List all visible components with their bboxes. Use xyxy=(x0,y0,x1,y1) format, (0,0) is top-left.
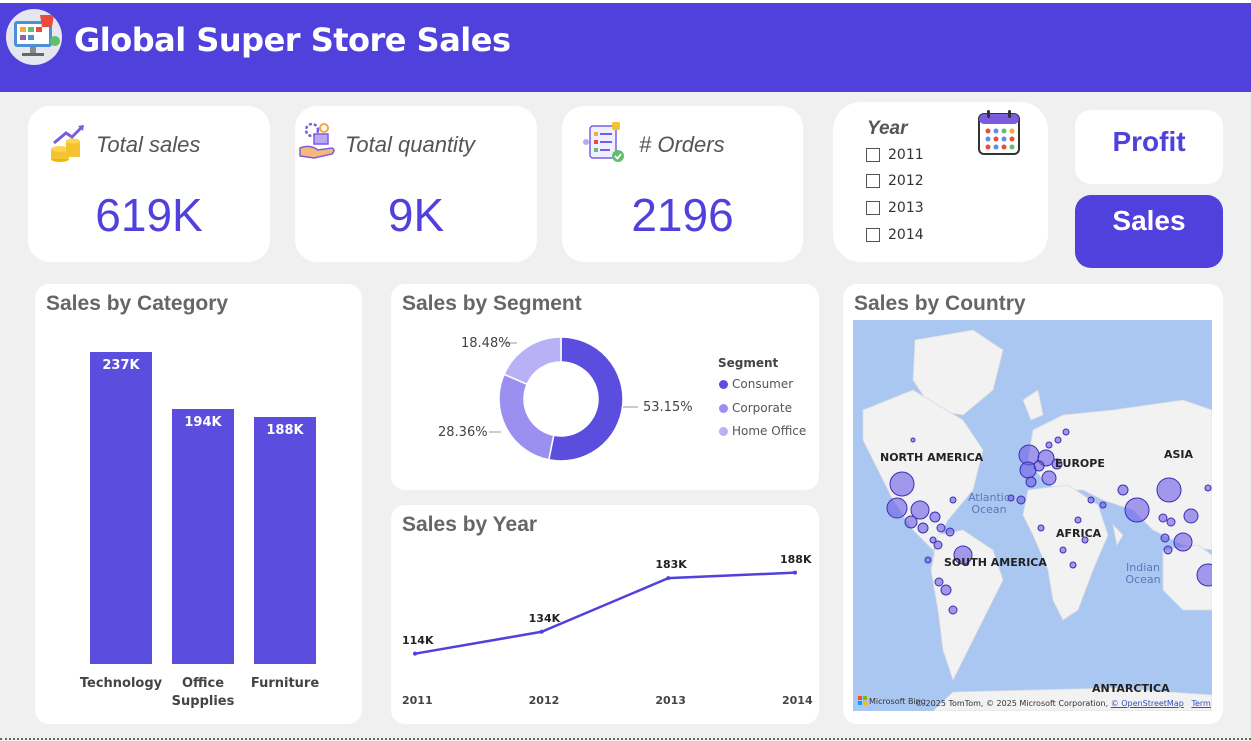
terms-link[interactable]: Terms xyxy=(1191,699,1211,708)
kpi-value: 619K xyxy=(95,189,203,241)
bar-value-label: 237K xyxy=(102,358,140,373)
checkbox[interactable] xyxy=(866,148,880,162)
kpi-card-orders: # Orders 2196 xyxy=(562,106,803,262)
sales-by-country-panel: Sales by Country xyxy=(843,284,1223,724)
coins-growth-icon xyxy=(48,123,88,165)
map-label-asia: ASIA xyxy=(1164,448,1194,461)
year-slicer-title: Year xyxy=(867,118,908,139)
map-label-antarctica: ANTARCTICA xyxy=(1092,682,1170,695)
legend-item-corporate[interactable]: Corporate xyxy=(719,401,792,415)
bing-logo-icon xyxy=(858,696,867,705)
year-axis-label: 2012 xyxy=(528,694,560,707)
map-canvas xyxy=(858,329,1212,711)
line-point[interactable] xyxy=(793,570,797,575)
map-label-indian-ocean: Indian Ocean xyxy=(1125,561,1161,586)
map-label-europe: EUROPE xyxy=(1055,457,1105,470)
map-label-south-america: SOUTH AMERICA xyxy=(944,556,1047,569)
line-point[interactable] xyxy=(539,629,544,634)
segment-percent-label: 18.48% xyxy=(461,336,511,351)
sales-by-year-panel: Sales by Year 114K 2011 134K 2012 183K 2013 18… xyxy=(391,505,819,724)
sales-line[interactable] xyxy=(414,571,796,655)
page-bottom-divider xyxy=(0,738,1251,740)
map-label-north-america: NORTH AMERICA xyxy=(880,451,984,464)
calendar-icon xyxy=(977,108,1021,156)
donut-slice-home-office[interactable] xyxy=(503,336,562,386)
kpi-value: 9K xyxy=(387,189,445,241)
year-line-chart xyxy=(413,570,797,656)
legend-dot xyxy=(719,379,728,389)
kpi-label: Total quantity xyxy=(345,132,476,157)
kpi-value: 2196 xyxy=(631,189,734,241)
world-map[interactable]: NORTH AMERICA EUROPE ASIA AFRICA SOUTH A… xyxy=(853,320,1212,711)
kpi-card-total-quantity: Total quantity 9K xyxy=(295,106,537,262)
hand-gears-icon xyxy=(298,120,338,162)
panel-title: Sales by Segment xyxy=(402,292,582,315)
segment-donut-chart xyxy=(489,336,638,462)
legend-item-home-office[interactable]: Home Office xyxy=(719,424,806,438)
line-point[interactable] xyxy=(666,576,671,581)
category-axis-label: Technology xyxy=(79,676,163,691)
year-option-2011[interactable]: 2011 xyxy=(866,147,924,163)
segment-percent-label: 53.15% xyxy=(643,400,693,415)
bar-value-label: 194K xyxy=(184,415,222,430)
legend-dot xyxy=(719,426,728,436)
bing-brand: Microsoft Bing xyxy=(869,697,926,706)
map-label-atlantic-ocean: Atlantic Ocean xyxy=(968,491,1010,516)
panel-title: Sales by Year xyxy=(402,513,538,536)
sales-by-category-panel: Sales by Category 237K Technology 194K Offi… xyxy=(35,284,362,724)
line-point[interactable] xyxy=(413,651,417,656)
profit-button[interactable]: Profit xyxy=(1075,110,1223,184)
checkbox[interactable] xyxy=(866,174,880,188)
checkbox[interactable] xyxy=(866,228,880,242)
bar-value-label: 188K xyxy=(266,423,304,438)
page-title: Global Super Store Sales xyxy=(74,21,511,59)
donut-slice-corporate[interactable] xyxy=(498,373,555,461)
bar-furniture[interactable] xyxy=(254,417,316,664)
year-option-2014[interactable]: 2014 xyxy=(866,227,924,243)
kpi-label: # Orders xyxy=(639,132,725,157)
year-axis-label: 2013 xyxy=(655,694,686,707)
category-axis-label: Office Supplies xyxy=(171,676,235,709)
checkbox[interactable] xyxy=(866,201,880,215)
segment-percent-label: 28.36% xyxy=(438,425,488,440)
sales-by-segment-panel: Sales by Segment Segment Consumer Corpor… xyxy=(391,284,819,490)
bar-office-supplies[interactable] xyxy=(172,409,234,664)
year-axis-label: 2014 xyxy=(782,694,813,707)
kpi-label: Total sales xyxy=(96,132,201,157)
line-value-label: 183K xyxy=(655,558,687,572)
year-axis-label: 2011 xyxy=(402,694,433,707)
year-option-2013[interactable]: 2013 xyxy=(866,200,924,216)
panel-title: Sales by Country xyxy=(854,292,1026,315)
map-attribution: © 2025 TomTom, © 2025 Microsoft Corporat… xyxy=(915,699,1211,708)
bar-technology[interactable] xyxy=(90,352,152,664)
legend-dot xyxy=(719,403,728,413)
header-bar: Global Super Store Sales xyxy=(0,0,1251,92)
line-value-label: 188K xyxy=(780,552,812,566)
legend-title: Segment xyxy=(718,356,779,370)
year-slicer: Year 2011 2012 2013 2014 xyxy=(833,102,1048,262)
map-label-africa: AFRICA xyxy=(1056,527,1102,540)
category-axis-label: Furniture xyxy=(250,676,320,691)
line-value-label: 134K xyxy=(528,611,561,625)
year-option-2012[interactable]: 2012 xyxy=(866,173,924,189)
openstreetmap-link[interactable]: © OpenStreetMap xyxy=(1110,699,1184,708)
sales-button[interactable]: Sales xyxy=(1075,195,1223,268)
legend-item-consumer[interactable]: Consumer xyxy=(719,377,793,391)
store-logo-icon xyxy=(6,9,62,65)
panel-title: Sales by Category xyxy=(46,292,229,315)
donut-slice-consumer[interactable] xyxy=(547,336,624,462)
line-value-label: 114K xyxy=(402,633,434,647)
clipboard-checklist-icon xyxy=(582,120,628,162)
kpi-card-total-sales: Total sales 619K xyxy=(28,106,270,262)
